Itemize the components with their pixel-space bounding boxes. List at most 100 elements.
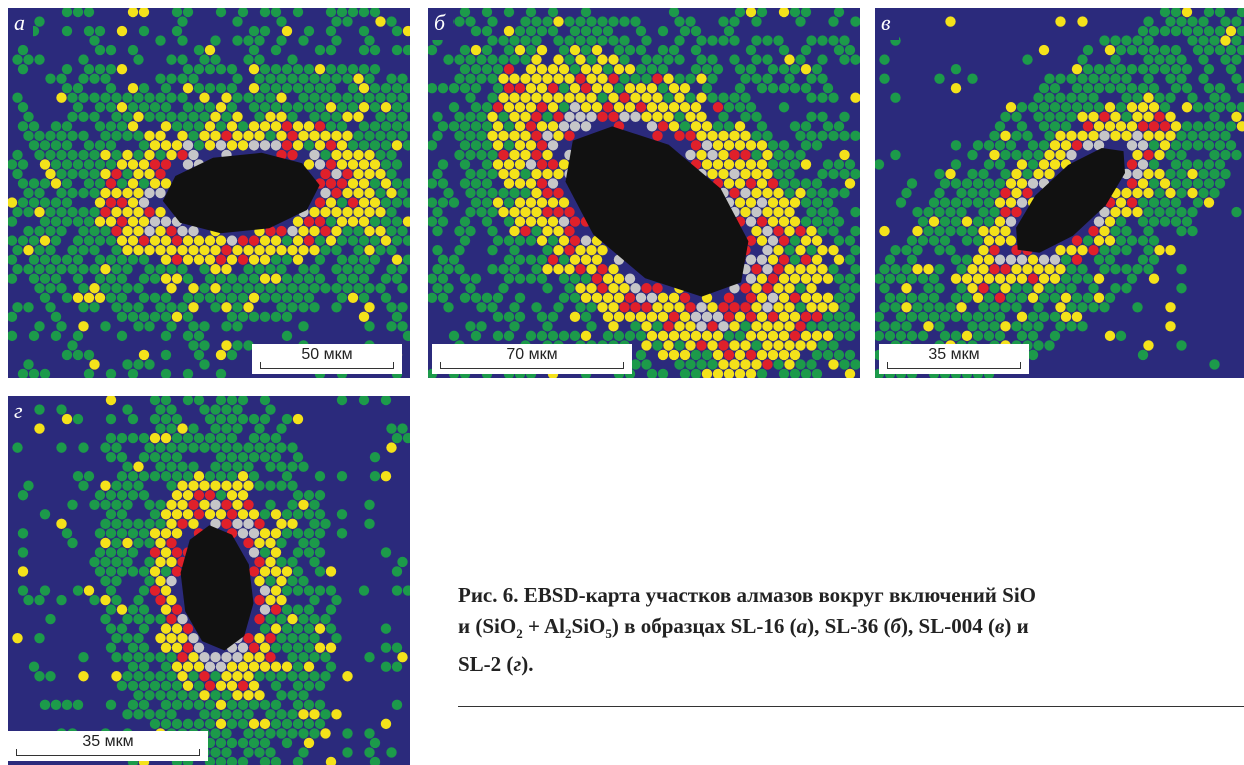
grain-dot — [918, 331, 928, 341]
grain-dot — [205, 254, 215, 264]
grain-dot — [331, 283, 341, 293]
grain-dot — [1182, 64, 1192, 74]
grain-dot — [740, 359, 750, 369]
grain-dot — [12, 93, 22, 103]
grain-dot — [625, 83, 635, 93]
grain-dot — [1220, 131, 1230, 141]
grain-dot — [56, 226, 66, 236]
grain-dot — [34, 245, 44, 255]
grain-dot — [795, 150, 805, 160]
grain-dot — [45, 245, 55, 255]
grain-dot — [757, 197, 767, 207]
grain-dot — [619, 283, 629, 293]
grain-dot — [216, 369, 226, 378]
grain-dot — [188, 671, 198, 681]
grain-dot — [879, 226, 889, 236]
grain-dot — [183, 396, 193, 405]
grain-dot — [1028, 350, 1038, 360]
grain-dot — [493, 312, 503, 322]
grain-dot — [669, 102, 679, 112]
grain-dot — [95, 216, 105, 226]
grain-dot — [62, 64, 72, 74]
grain-dot — [795, 188, 805, 198]
grain-dot — [337, 528, 347, 538]
grain-dot — [298, 576, 308, 586]
grain-dot — [630, 16, 640, 26]
grain-dot — [795, 226, 805, 236]
grain-dot — [254, 442, 264, 452]
grain-dot — [1154, 131, 1164, 141]
grain-dot — [773, 321, 783, 331]
grain-dot — [1077, 302, 1087, 312]
grain-dot — [243, 728, 253, 738]
grain-dot — [106, 45, 116, 55]
grain-dot — [238, 140, 248, 150]
grain-dot — [111, 169, 121, 179]
grain-dot — [553, 131, 563, 141]
grain-dot — [575, 302, 585, 312]
grain-dot — [100, 73, 110, 83]
grain-dot — [100, 264, 110, 274]
grain-dot — [1176, 188, 1186, 198]
grain-dot — [67, 93, 77, 103]
grain-dot — [795, 54, 805, 64]
grain-dot — [984, 197, 994, 207]
grain-dot — [183, 642, 193, 652]
grain-dot — [161, 331, 171, 341]
grain-dot — [271, 528, 281, 538]
grain-dot — [34, 283, 44, 293]
grain-dot — [762, 131, 772, 141]
grain-dot — [166, 576, 176, 586]
grain-dot — [293, 490, 303, 500]
grain-dot — [287, 519, 297, 529]
grain-dot — [78, 54, 88, 64]
grain-dot — [984, 254, 994, 264]
grain-dot — [188, 519, 198, 529]
grain-dot — [260, 757, 270, 765]
grain-dot — [1039, 45, 1049, 55]
grain-dot — [828, 264, 838, 274]
grain-dot — [298, 131, 308, 141]
grain-dot — [531, 16, 541, 26]
grain-dot — [359, 45, 369, 55]
grain-dot — [592, 64, 602, 74]
grain-dot — [482, 8, 492, 17]
grain-dot — [249, 566, 259, 576]
grain-dot — [1154, 112, 1164, 122]
grain-dot — [183, 662, 193, 672]
grain-dot — [509, 54, 519, 64]
grain-dot — [1066, 283, 1076, 293]
grain-dot — [460, 121, 470, 131]
grain-dot — [249, 45, 259, 55]
grain-dot — [630, 112, 640, 122]
grain-dot — [166, 690, 176, 700]
grain-dot — [249, 433, 259, 443]
grain-dot — [487, 169, 497, 179]
grain-dot — [1171, 216, 1181, 226]
grain-dot — [839, 35, 849, 45]
grain-dot — [669, 293, 679, 303]
grain-dot — [166, 519, 176, 529]
grain-dot — [392, 216, 402, 226]
grain-dot — [315, 471, 325, 481]
grain-dot — [581, 8, 591, 17]
grain-dot — [586, 73, 596, 83]
grain-dot — [342, 283, 352, 293]
grain-dot — [1171, 178, 1181, 188]
grain-dot — [144, 245, 154, 255]
grain-dot — [276, 557, 286, 567]
grain-dot — [1083, 235, 1093, 245]
grain-dot — [428, 197, 437, 207]
grain-dot — [304, 140, 314, 150]
grain-dot — [271, 509, 281, 519]
grain-dot — [265, 500, 275, 510]
grain-dot — [707, 321, 717, 331]
grain-dot — [428, 140, 437, 150]
grain-dot — [194, 293, 204, 303]
grain-dot — [8, 159, 17, 169]
grain-dot — [850, 321, 860, 331]
grain-dot — [537, 26, 547, 36]
grain-dot — [1171, 8, 1181, 17]
grain-dot — [1000, 207, 1010, 217]
grain-dot — [817, 35, 827, 45]
